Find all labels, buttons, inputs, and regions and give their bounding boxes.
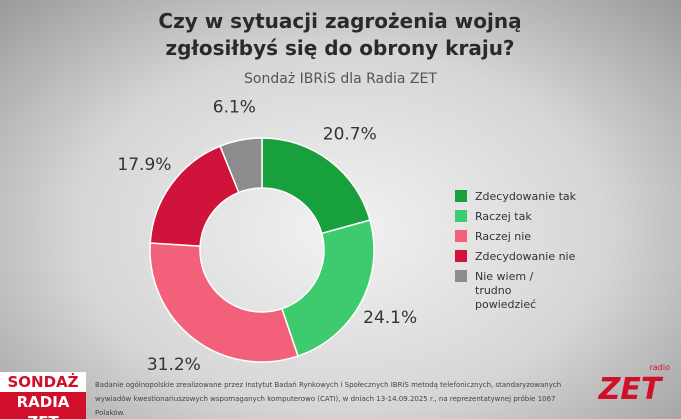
legend-swatch: [455, 190, 467, 202]
brand-small: radio: [649, 363, 670, 372]
legend-swatch: [455, 230, 467, 242]
brand-name: ZET: [598, 372, 662, 407]
donut-slice: [280, 219, 375, 358]
legend-label: Raczej nie: [475, 230, 532, 243]
value-label: 20.7%: [323, 125, 377, 145]
legend-label: Zdecydowanie nie: [475, 250, 576, 263]
legend-swatch: [455, 250, 467, 262]
logo-top: SONDAŻ: [0, 372, 86, 392]
legend-label: Raczej tak: [475, 210, 532, 223]
value-label: 6.1%: [213, 98, 256, 118]
value-label: 24.1%: [363, 308, 417, 328]
chart-title: Czy w sytuacji zagrożenia wojną zgłosiłb…: [158, 9, 522, 60]
value-label: 17.9%: [117, 155, 171, 175]
donut-slice: [149, 242, 299, 363]
chart-subtitle: Sondaż IBRiS dla Radia ZET: [244, 71, 437, 87]
legend-item: Raczej nie: [455, 230, 595, 244]
logo: SONDAŻ RADIA ZET: [0, 372, 86, 419]
legend-item: Zdecydowanie tak: [455, 190, 595, 204]
legend-swatch: [455, 270, 467, 282]
legend-item: Zdecydowanie nie: [455, 250, 595, 264]
donut-slice: [261, 137, 371, 235]
legend-label: Zdecydowanie tak: [475, 190, 577, 203]
value-label: 31.2%: [147, 355, 201, 375]
legend-label: Nie wiem / trudno powiedzieć: [475, 270, 537, 311]
legend: Zdecydowanie tak Raczej tak Raczej nie Zdec…: [455, 190, 595, 318]
brand-logo: radio ZET: [590, 363, 670, 408]
footnote: Badanie ogólnopolskie zrealizowane przez…: [95, 381, 562, 417]
legend-swatch: [455, 210, 467, 222]
donut-slice: [219, 137, 263, 194]
logo-bottom: RADIA ZET: [0, 392, 86, 419]
legend-item: Raczej tak: [455, 210, 595, 224]
legend-item: Nie wiem / trudno powiedzieć: [455, 270, 595, 312]
